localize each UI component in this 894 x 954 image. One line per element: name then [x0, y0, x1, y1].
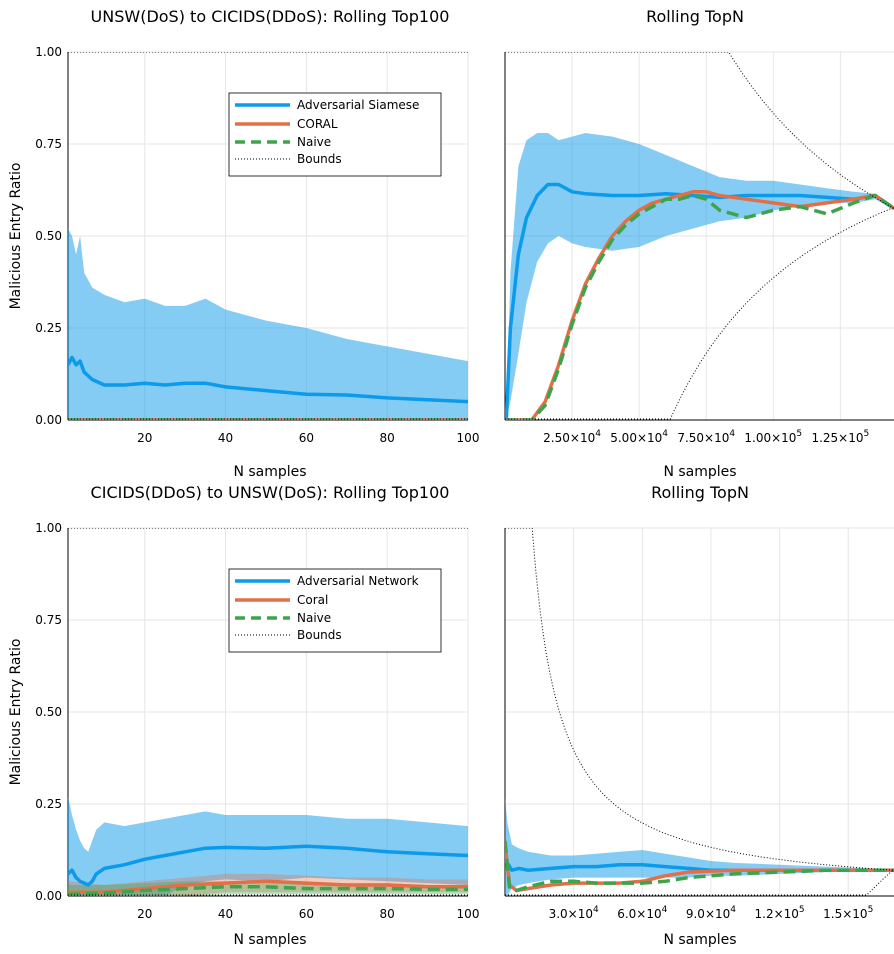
x-tick-label: 1.2×105	[755, 905, 805, 921]
plot-area: 3.0×104 6.0×104 9.0×104 1.2×105 1.5×105	[504, 527, 894, 921]
series-bounds-upper	[505, 528, 894, 871]
band-adversarial-siamese	[68, 228, 468, 420]
x-tick-label: 3.0×104	[549, 905, 599, 921]
band-adversarial-network	[505, 796, 894, 896]
x-tick-label: 2.50×104	[543, 429, 601, 445]
panel-title: Rolling TopN	[646, 7, 744, 26]
panel-bottom-right: Rolling TopN 3.0×104 6.0×104 9.0×104 1.2×10…	[504, 483, 894, 948]
x-tick-label: 100	[457, 907, 480, 921]
x-tick-label: 80	[380, 907, 395, 921]
plot-area: 2.50×104 5.00×104 7.50×104 1.00×105 1.25×105	[504, 51, 894, 445]
x-tick-label: 6.0×104	[617, 905, 667, 921]
x-tick-label: 1.00×105	[744, 429, 802, 445]
series-naive	[505, 193, 894, 420]
y-tick-label: 0.00	[35, 413, 62, 427]
legend-label: Adversarial Siamese	[297, 98, 419, 112]
plot-area: 20 40 60 80 100 0.00 0.25 0.50 0.75 1.00	[35, 45, 479, 445]
series-adversarial-siamese	[68, 355, 468, 404]
series-bounds-lower	[505, 868, 894, 896]
series-adversarial-network	[68, 844, 468, 887]
y-tick-label: 0.50	[35, 705, 62, 719]
y-tick-label: 1.00	[35, 521, 62, 535]
series-naive	[505, 840, 894, 893]
legend-label: Bounds	[297, 152, 342, 166]
y-axis-label: Malicious Entry Ratio	[8, 639, 24, 786]
x-tick-label: 60	[299, 907, 314, 921]
x-tick-label: 1.25×105	[811, 429, 869, 445]
series-layer	[68, 52, 468, 420]
x-tick-label: 20	[137, 907, 152, 921]
panel-bottom-left: CICIDS(DDoS) to UNSW(DoS): Rolling Top10…	[8, 483, 479, 948]
x-axis-label: N samples	[233, 464, 306, 480]
legend-label: Coral	[297, 593, 328, 607]
legend-label: Adversarial Network	[297, 574, 419, 588]
series-bounds-lower	[505, 206, 894, 420]
y-tick-label: 1.00	[35, 45, 62, 59]
panel-title: CICIDS(DDoS) to UNSW(DoS): Rolling Top10…	[91, 483, 450, 502]
legend-label: Naive	[297, 611, 331, 625]
y-tick-label: 0.75	[35, 137, 62, 151]
y-tick-label: 0.25	[35, 321, 62, 335]
x-tick-label: 40	[218, 431, 233, 445]
legend: Adversarial Network Coral Naive Bounds	[228, 568, 442, 653]
x-axis-label: N samples	[663, 464, 736, 480]
legend-box	[228, 92, 442, 177]
y-tick-label: 0.25	[35, 797, 62, 811]
panel-title: UNSW(DoS) to CICIDS(DDoS): Rolling Top10…	[91, 7, 450, 26]
series-layer	[68, 528, 468, 896]
legend: Adversarial Siamese CORAL Naive Bounds	[228, 92, 442, 177]
legend-label: Bounds	[297, 628, 342, 642]
x-tick-label: 5.00×104	[610, 429, 668, 445]
x-axis-label: N samples	[663, 932, 736, 948]
band-adversarial-network	[68, 796, 468, 896]
series-layer	[505, 528, 894, 896]
y-tick-label: 0.75	[35, 613, 62, 627]
band-adversarial-siamese	[506, 133, 894, 420]
x-tick-label: 40	[218, 907, 233, 921]
legend-label: CORAL	[297, 117, 338, 131]
x-tick-label: 80	[380, 431, 395, 445]
x-tick-label: 60	[299, 431, 314, 445]
series-adversarial-siamese	[505, 182, 894, 420]
series-layer	[505, 52, 894, 420]
y-axis-label: Malicious Entry Ratio	[8, 163, 24, 310]
panel-top-right: Rolling TopN 2.50×104 5.00×104 7.50×104 1.0…	[504, 7, 894, 480]
x-axis-label: N samples	[233, 932, 306, 948]
y-tick-label: 0.50	[35, 229, 62, 243]
y-tick-label: 0.00	[35, 889, 62, 903]
panel-title: Rolling TopN	[651, 483, 749, 502]
legend-box	[228, 568, 442, 653]
x-tick-label: 20	[137, 431, 152, 445]
series-naive	[68, 885, 468, 896]
plot-area: 20 40 60 80 100 0.00 0.25 0.50 0.75 1.00	[35, 521, 479, 921]
x-tick-label: 1.5×105	[823, 905, 873, 921]
panel-top-left: UNSW(DoS) to CICIDS(DDoS): Rolling Top10…	[8, 7, 479, 480]
x-tick-label: 100	[457, 431, 480, 445]
legend-label: Naive	[297, 135, 331, 149]
x-tick-label: 9.0×104	[686, 905, 736, 921]
x-tick-label: 7.50×104	[677, 429, 735, 445]
